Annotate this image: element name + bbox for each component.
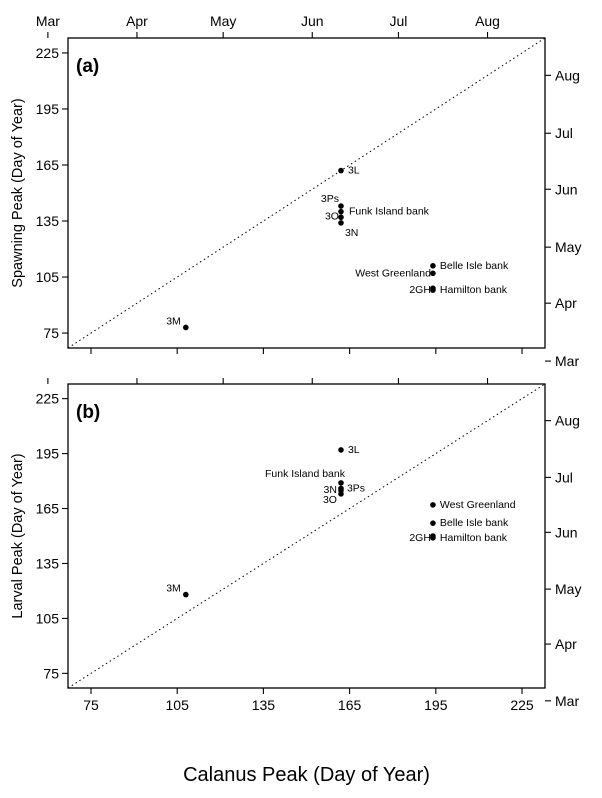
- panel-a-point-3l: [338, 167, 344, 174]
- panel-b-xtick-label: 165: [338, 697, 362, 713]
- panel-a-point-3n: [338, 220, 344, 226]
- panel-b-point-label-3o: 3O: [323, 494, 337, 506]
- panel-a-point-label-3m: 3M: [166, 315, 181, 327]
- panel-a-ytick-label: 75: [43, 325, 59, 341]
- panel-a-month-label-top: Apr: [126, 13, 148, 29]
- panel-a-ylabel: Spawning Peak (Day of Year): [10, 98, 26, 287]
- panel-a-month-label-top: Aug: [475, 13, 500, 29]
- panel-a-month-label-right: Apr: [555, 295, 577, 311]
- panel-b-month-label-right: Apr: [555, 636, 577, 652]
- panel-a-month-label-right: Mar: [555, 353, 579, 369]
- panel-a-point-3ps: [338, 203, 344, 209]
- panel-b-ytick-label: 225: [36, 391, 60, 407]
- panel-b-point-3o: [338, 491, 344, 497]
- panel-b-point-label-3m: 3M: [166, 583, 181, 595]
- panel-a-reference-line: [67, 37, 546, 349]
- panel-a-ytick-label: 165: [36, 157, 60, 173]
- panel-b-point-label-3n: 3N: [324, 484, 337, 496]
- panel-a-point-label-belle-isle-bank: Belle Isle bank: [440, 260, 509, 272]
- panel-b-ytick-label: 135: [36, 555, 60, 571]
- panel-b-frame: [67, 383, 546, 689]
- panel-b-month-label-right: Mar: [555, 693, 579, 709]
- panel-b-point-hamilton-bank: [430, 535, 436, 541]
- panel-a-month-label-right: Aug: [555, 67, 580, 83]
- panel-b-point-3l: [338, 447, 344, 453]
- panel-a-ytick-label: 195: [36, 101, 60, 117]
- panel-b-ytick-label: 165: [36, 501, 60, 517]
- panel-a-label: (a): [76, 56, 99, 77]
- panel-b-point-west-greenland: [430, 502, 436, 508]
- panel-b-point-label-2gh: 2GH: [409, 532, 431, 544]
- panel-b-xtick-label: 75: [83, 697, 99, 713]
- panel-a-point-label-funk-island-bank: Funk Island bank: [349, 206, 430, 218]
- panel-a-point-label-west-greenland: West Greenland: [355, 267, 431, 279]
- panel-a-point-label-3ps: 3Ps: [321, 193, 339, 205]
- panel-b-month-label-right: Jul: [555, 469, 573, 485]
- panel-a-frame: [67, 37, 546, 349]
- panel-b-point-label-belle-isle-bank: Belle Isle bank: [440, 517, 509, 529]
- panel-a-month-label-top: Mar: [36, 13, 60, 29]
- panel-b-point-funk-island-bank: [338, 480, 344, 486]
- panel-a-ytick-label: 225: [36, 45, 60, 61]
- panel-b-ylabel: Larval Peak (Day of Year): [10, 453, 26, 618]
- panel-a-point-hamilton-bank: [430, 287, 436, 293]
- panel-b-month-label-right: Aug: [555, 413, 580, 429]
- panel-b-point-3m: [183, 591, 189, 598]
- panel-a-point-belle-isle-bank: [430, 263, 436, 269]
- panel-b-label: (b): [76, 402, 100, 423]
- panel-b-xtick-label: 195: [424, 697, 448, 713]
- panel-b-point-label-hamilton-bank: Hamilton bank: [440, 532, 508, 544]
- panel-a-month-label-right: May: [555, 239, 581, 255]
- panel-b-point-label-3l: 3L: [348, 444, 360, 456]
- panel-a-point-label-hamilton-bank: Hamilton bank: [440, 284, 508, 296]
- panel-a-month-label-right: Jul: [555, 125, 573, 141]
- panel-b-xtick-label: 135: [252, 697, 276, 713]
- panel-a-point-label-3l: 3L: [348, 165, 360, 177]
- panel-a-point-funk-island-bank: [338, 208, 344, 215]
- panel-a-month-label-top: May: [210, 13, 236, 29]
- panel-b-xtick-label: 105: [166, 697, 190, 713]
- panel-a-point-west-greenland: [430, 270, 436, 277]
- panel-b-month-label-right: May: [555, 581, 581, 597]
- panel-a-month-label-right: Jun: [555, 181, 578, 197]
- panel-b-point-belle-isle-bank: [430, 520, 436, 526]
- panel-a-point-label-2gh: 2GH: [409, 284, 431, 296]
- x-axis-label: Calanus Peak (Day of Year): [183, 764, 430, 786]
- panel-a-month-label-top: Jun: [301, 13, 324, 29]
- panel-b-ytick-label: 105: [36, 610, 60, 626]
- panel-b-ytick-label: 75: [43, 665, 59, 681]
- panel-b-point-label-west-greenland: West Greenland: [440, 499, 516, 511]
- panel-a-ytick-label: 105: [36, 269, 60, 285]
- panel-b-month-label-right: Jun: [555, 524, 578, 540]
- panel-a-point-3m: [183, 324, 189, 331]
- panel-b-xtick-label: 225: [510, 697, 534, 713]
- panel-a-point-label-3n: 3N: [345, 227, 358, 239]
- panel-a-month-label-top: Jul: [389, 13, 407, 29]
- panel-b-point-label-3ps: 3Ps: [347, 482, 365, 494]
- panel-a-point-3o: [338, 214, 344, 221]
- panel-a-ytick-label: 135: [36, 213, 60, 229]
- panel-b-point-label-funk-island-bank: Funk Island bank: [265, 468, 346, 480]
- panel-a-point-label-3o: 3O: [325, 210, 339, 222]
- panel-b-ytick-label: 195: [36, 446, 60, 462]
